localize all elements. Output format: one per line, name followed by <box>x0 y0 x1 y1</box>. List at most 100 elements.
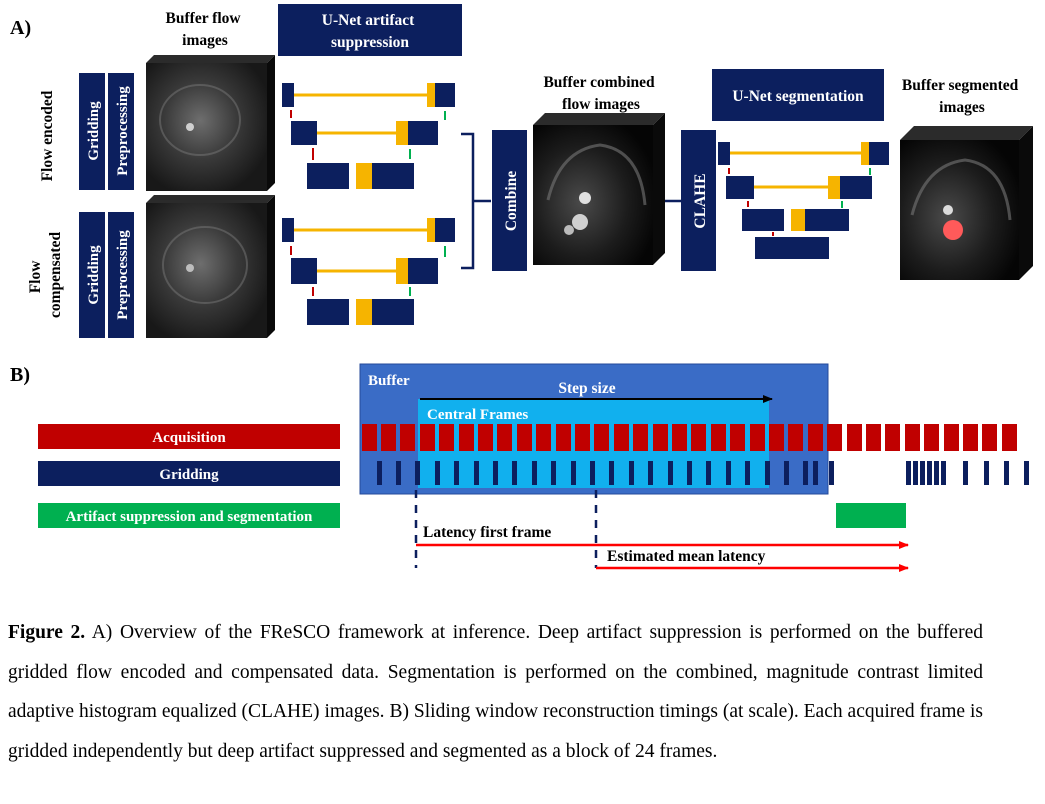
acquisition-frame <box>439 424 454 451</box>
gridding-frame <box>590 461 595 485</box>
gridding-frame <box>454 461 459 485</box>
acquisition-frame <box>769 424 784 451</box>
acquisition-label: Acquisition <box>152 430 226 446</box>
flow-compensated-label: Flow compensated <box>27 232 64 318</box>
buffer-label: Buffer <box>368 373 410 389</box>
gridding-frame <box>396 461 401 485</box>
acquisition-frame <box>750 424 765 451</box>
buffer-combined-image <box>533 113 665 265</box>
acquisition-frame <box>711 424 726 451</box>
acquisition-frames <box>362 424 1017 451</box>
acquisition-frame <box>614 424 629 451</box>
artifact-label-box <box>38 503 340 528</box>
acquisition-label-box <box>38 424 340 449</box>
gridding-frame <box>532 461 537 485</box>
unet-segmentation-title: U-Net segmentation <box>732 88 864 105</box>
latency-first-label: Latency first frame <box>423 524 551 541</box>
preprocessing-box-top <box>108 73 134 190</box>
flow-encoded-label: Flow encoded <box>39 90 56 181</box>
gridding-frame <box>813 461 818 485</box>
unet-artifact-bottom <box>282 218 455 325</box>
gridding-frame <box>1004 461 1009 485</box>
caption-figure-number: Figure 2. <box>8 622 86 643</box>
figure-caption: Figure 2. A) Overview of the FReSCO fram… <box>8 613 983 771</box>
gridding-frame <box>906 461 911 485</box>
gridding-frame <box>629 461 634 485</box>
gridding-box-top <box>79 73 105 190</box>
unet-artifact-title-line2: suppression <box>331 34 409 51</box>
gridding-frame <box>934 461 939 485</box>
unet-artifact-title: U-Net artifact suppression <box>322 12 418 51</box>
gridding-frame <box>551 461 556 485</box>
estimated-mean-label: Estimated mean latency <box>607 548 766 565</box>
buffer-flow-title-line2: images <box>182 32 228 49</box>
acquisition-frame <box>905 424 920 451</box>
unet-segmentation <box>718 142 889 259</box>
acquisition-frame <box>885 424 900 451</box>
acquisition-frame <box>1002 424 1017 451</box>
buffer-segmented-image <box>900 126 1033 280</box>
artifact-row-label: Artifact suppression and segmentation <box>66 509 313 525</box>
buffer-flow-image-top <box>146 55 275 191</box>
gridding-frame <box>803 461 808 485</box>
gridding-frame <box>829 461 834 485</box>
clahe-label: CLAHE <box>692 173 709 228</box>
acquisition-frame <box>808 424 823 451</box>
buffer-combined-title-line1: Buffer combined <box>543 74 655 91</box>
gridding-label-box <box>38 461 340 486</box>
gridding-frame <box>474 461 479 485</box>
gridding-frame <box>571 461 576 485</box>
buffer-segmented-title-line2: images <box>939 99 985 116</box>
gridding-frame <box>377 461 382 485</box>
buffer-segmented-title-line1: Buffer segmented <box>902 77 1019 94</box>
flow-compensated-label-line2: compensated <box>47 232 64 318</box>
acquisition-frame <box>633 424 648 451</box>
panel-a-label: A) <box>10 17 31 39</box>
acquisition-frame <box>420 424 435 451</box>
acquisition-frame <box>944 424 959 451</box>
gridding-frame <box>512 461 517 485</box>
flow-compensated-label-line1: Flow <box>27 260 44 294</box>
acquisition-frame <box>478 424 493 451</box>
acquisition-frame <box>691 424 706 451</box>
unet-segmentation-title-box <box>712 69 884 121</box>
acquisition-frame <box>400 424 415 451</box>
acquisition-frame <box>924 424 939 451</box>
gridding-frame <box>984 461 989 485</box>
gridding-frame <box>415 461 420 485</box>
caption-text: A) Overview of the FReSCO framework at i… <box>8 622 983 762</box>
acquisition-frame <box>672 424 687 451</box>
preprocessing-label-bottom: Preprocessing <box>115 230 131 320</box>
preprocessing-label-top: Preprocessing <box>115 86 131 176</box>
gridding-frame <box>668 461 673 485</box>
acquisition-frame <box>381 424 396 451</box>
artifact-segmentation-block <box>836 503 906 528</box>
central-frames-label: Central Frames <box>427 407 528 423</box>
gridding-frame <box>941 461 946 485</box>
gridding-frame <box>687 461 692 485</box>
combine-label: Combine <box>503 171 520 231</box>
gridding-frame <box>435 461 440 485</box>
acquisition-frame <box>982 424 997 451</box>
buffer-flow-title-line1: Buffer flow <box>166 10 242 27</box>
unet-artifact-title-line1: U-Net artifact <box>322 12 415 29</box>
combine-box <box>492 130 527 271</box>
acquisition-frame <box>594 424 609 451</box>
acquisition-frame <box>847 424 862 451</box>
gridding-frame <box>784 461 789 485</box>
acquisition-frame <box>362 424 377 451</box>
preprocessing-box-bottom <box>108 212 134 338</box>
gridding-frame <box>963 461 968 485</box>
acquisition-frame <box>575 424 590 451</box>
buffer-combined-title: Buffer combined flow images <box>543 74 658 113</box>
gridding-frame <box>706 461 711 485</box>
gridding-frame <box>745 461 750 485</box>
gridding-frame <box>913 461 918 485</box>
acquisition-frame <box>536 424 551 451</box>
acquisition-frame <box>653 424 668 451</box>
gridding-frame <box>1024 461 1029 485</box>
acquisition-frame <box>963 424 978 451</box>
acquisition-frame <box>866 424 881 451</box>
gridding-frame <box>765 461 770 485</box>
connector-to-combine <box>461 132 475 270</box>
